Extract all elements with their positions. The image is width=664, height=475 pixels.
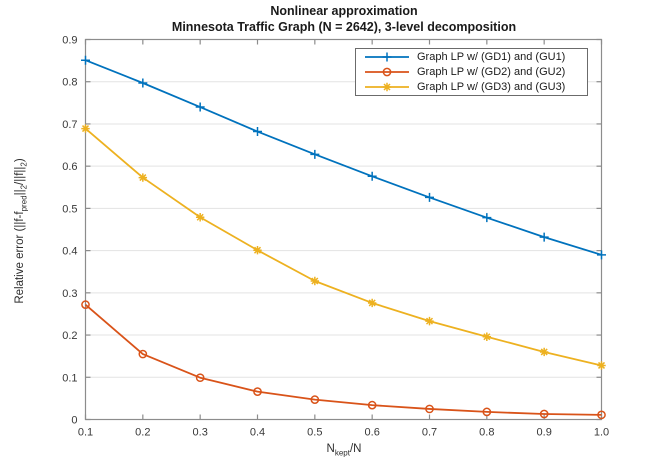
data-marker-circle <box>425 404 434 414</box>
data-marker-plus <box>367 171 377 181</box>
y-tick-label: 0.8 <box>62 77 77 89</box>
axes-box <box>84 38 603 421</box>
data-marker-plus <box>539 232 549 242</box>
data-marker-asterisk <box>539 347 549 357</box>
data-marker-circle <box>81 300 90 310</box>
chart-title: Nonlinear approximation Minnesota Traffi… <box>86 3 602 35</box>
legend-line-marker-circle-icon <box>365 67 409 77</box>
legend-label: Graph LP w/ (GD3) and (GU3) <box>417 81 566 93</box>
data-marker-asterisk <box>253 245 262 255</box>
x-tick-label: 0.7 <box>422 427 437 439</box>
x-tick-label: 0.3 <box>193 427 208 439</box>
data-marker-circle <box>382 67 392 77</box>
data-marker-plus <box>425 192 434 202</box>
data-marker-asterisk <box>425 316 434 326</box>
x-axis-label: Nkept/N <box>326 443 362 458</box>
x-tick-label: 0.1 <box>78 427 93 439</box>
y-tick-label: 0.6 <box>62 161 77 173</box>
legend-label: Graph LP w/ (GD2) and (GU2) <box>417 66 566 78</box>
data-marker-circle <box>539 409 549 419</box>
y-tick-label: 0 <box>71 415 77 427</box>
data-marker-plus <box>81 55 90 65</box>
y-tick-label: 0.7 <box>62 119 77 131</box>
legend-entry-gd2: Graph LP w/ (GD2) and (GU2) <box>356 65 587 80</box>
data-marker-circle <box>310 395 320 405</box>
legend-label: Graph LP w/ (GD1) and (GU1) <box>417 51 566 63</box>
legend-entry-gd3: Graph LP w/ (GD3) and (GU3) <box>356 80 587 95</box>
data-marker-asterisk <box>382 82 392 92</box>
data-line-series-3 <box>84 127 602 367</box>
data-marker-circle <box>195 373 205 383</box>
y-tick-label: 0.3 <box>62 288 77 300</box>
chart-title-line1: Nonlinear approximation <box>270 4 418 18</box>
x-tick-label: 0.5 <box>307 427 322 439</box>
data-marker-circle <box>253 387 262 396</box>
data-marker-asterisk <box>597 361 606 370</box>
y-tick-label: 0.4 <box>62 246 77 258</box>
x-tick-label: 0.4 <box>250 427 265 439</box>
y-tick-label: 0.2 <box>62 330 77 342</box>
y-axis-label: Relative error (||f-fpred||2/||f||2) <box>14 158 29 304</box>
data-marker-asterisk <box>138 173 148 182</box>
chart-title-line2: Minnesota Traffic Graph (N = 2642), 3-le… <box>171 20 517 34</box>
data-marker-asterisk <box>367 298 377 308</box>
legend-entry-gd1: Graph LP w/ (GD1) and (GU1) <box>356 50 587 65</box>
data-marker-circle <box>597 410 606 420</box>
data-marker-plus <box>195 102 205 112</box>
data-marker-plus <box>138 78 148 88</box>
data-line-series-2 <box>84 303 602 416</box>
data-marker-asterisk <box>310 276 320 286</box>
data-marker-circle <box>482 407 492 417</box>
legend-line-marker-asterisk-icon <box>365 82 409 92</box>
data-marker-plus <box>597 250 606 260</box>
data-marker-plus <box>310 149 320 159</box>
legend-line-marker-plus-icon <box>365 52 409 62</box>
x-tick-label: 0.6 <box>365 427 380 439</box>
data-marker-asterisk <box>195 213 205 222</box>
x-tick-label: 1.0 <box>594 427 609 439</box>
x-tick-label: 0.9 <box>537 427 552 439</box>
x-tick-label: 0.8 <box>479 427 494 439</box>
data-line-series-1 <box>85 59 602 256</box>
data-marker-plus <box>253 127 262 137</box>
legend: Graph LP w/ (GD1) and (GU1) Graph LP w/ … <box>355 48 588 96</box>
data-marker-circle <box>367 400 377 410</box>
data-marker-circle <box>138 349 148 359</box>
data-marker-plus <box>382 52 392 62</box>
y-tick-label: 0.1 <box>62 372 77 384</box>
y-tick-label: 0.5 <box>62 203 77 215</box>
data-marker-asterisk <box>81 124 90 133</box>
y-tick-label: 0.9 <box>62 35 77 47</box>
x-tick-label: 0.2 <box>135 427 150 439</box>
data-marker-plus <box>482 213 492 223</box>
data-marker-asterisk <box>482 332 492 341</box>
